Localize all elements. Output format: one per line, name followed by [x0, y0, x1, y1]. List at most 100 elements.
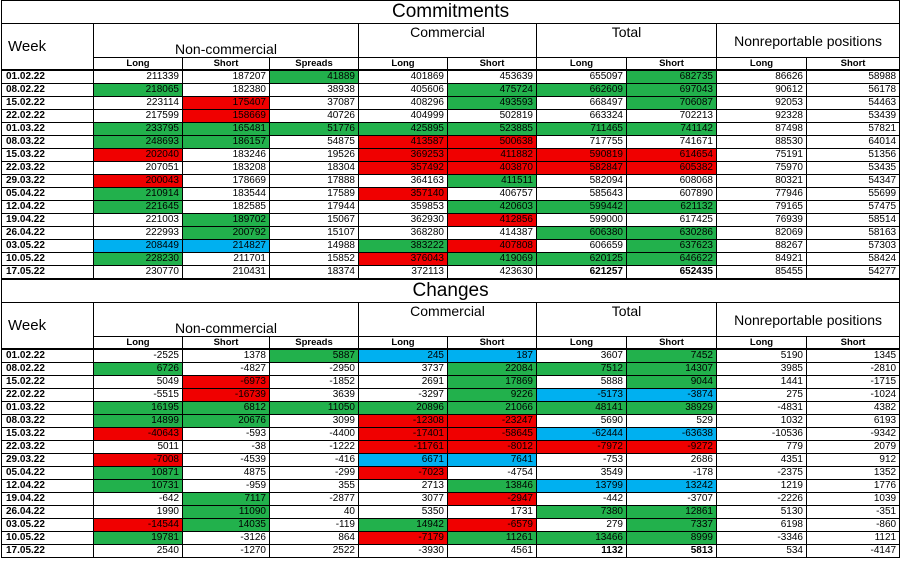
value-cell: 214827 — [182, 239, 270, 253]
value-cell: 413587 — [358, 135, 448, 149]
value-cell: -1024 — [805, 388, 900, 402]
week-cell: 15.03.22 — [1, 148, 94, 162]
table-row: 01.03.22 233795 165481 51776 425895 523885 711… — [1, 122, 900, 136]
value-cell: 14035 — [182, 518, 270, 532]
value-cell: -8012 — [447, 440, 537, 454]
value-cell: 2691 — [358, 375, 448, 389]
week-cell: 01.02.22 — [1, 348, 94, 363]
column-header: Long — [358, 57, 448, 71]
value-cell: 56178 — [805, 83, 900, 97]
column-header: Long — [536, 336, 627, 350]
value-cell: 208449 — [93, 239, 183, 253]
value-cell: 54277 — [805, 265, 900, 279]
value-cell: 493593 — [447, 96, 537, 110]
value-cell: 4382 — [805, 401, 900, 415]
value-cell: 14988 — [269, 239, 359, 253]
table-row: 26.04.22 1990 11090 40 5350 1731 7380 12861 5130… — [1, 505, 900, 519]
value-cell: 37087 — [269, 96, 359, 110]
value-cell: 529 — [626, 414, 717, 428]
value-cell: 599000 — [536, 213, 627, 227]
value-cell: 14307 — [626, 362, 717, 376]
value-cell: -7008 — [93, 453, 183, 467]
value-cell: 90612 — [716, 83, 807, 97]
table-row: 01.03.22 16195 6812 11050 20896 21066 48141 389… — [1, 401, 900, 415]
value-cell: 19781 — [93, 531, 183, 545]
value-cell: 1731 — [447, 505, 537, 519]
value-cell: 425895 — [358, 122, 448, 136]
value-cell: 706087 — [626, 96, 717, 110]
value-cell: 54463 — [805, 96, 900, 110]
value-cell: 165481 — [182, 122, 270, 136]
value-cell: 178669 — [182, 174, 270, 188]
value-cell: -959 — [182, 479, 270, 493]
value-cell: 275 — [716, 388, 807, 402]
value-cell: 18304 — [269, 161, 359, 175]
value-cell: 57475 — [805, 200, 900, 214]
value-cell: 5049 — [93, 375, 183, 389]
value-cell: 614654 — [626, 148, 717, 162]
value-cell: -11761 — [358, 440, 448, 454]
value-cell: 7117 — [182, 492, 270, 506]
value-cell: 6726 — [93, 362, 183, 376]
value-cell: 1032 — [716, 414, 807, 428]
value-cell: 376043 — [358, 252, 448, 266]
value-cell: 5350 — [358, 505, 448, 519]
table-row: 03.05.22 208449 214827 14988 383222 407808 606… — [1, 239, 900, 253]
table-row: 03.05.22 -14544 14035 -119 14942 -6579 279 7337… — [1, 518, 900, 532]
value-cell: 54347 — [805, 174, 900, 188]
value-cell: 87498 — [716, 122, 807, 136]
value-cell: 605382 — [626, 161, 717, 175]
value-cell: 248693 — [93, 135, 183, 149]
value-cell: 779 — [716, 440, 807, 454]
commitments-table: Commitments Week Non-commercial Commercial T… — [0, 0, 900, 279]
value-cell: 423630 — [447, 265, 537, 279]
value-cell: 4351 — [716, 453, 807, 467]
value-cell: 223114 — [93, 96, 183, 110]
value-cell: 64014 — [805, 135, 900, 149]
value-cell: 88267 — [716, 239, 807, 253]
value-cell: 355 — [269, 479, 359, 493]
value-cell: 189702 — [182, 213, 270, 227]
value-cell: 6193 — [805, 414, 900, 428]
value-cell: 15067 — [269, 213, 359, 227]
value-cell: 19526 — [269, 148, 359, 162]
value-cell: -3297 — [358, 388, 448, 402]
table-row: 08.02.22 6726 -4827 -2950 3737 22084 7512 14307… — [1, 362, 900, 376]
table-row: 15.03.22 202040 183246 19526 369253 411882 590… — [1, 148, 900, 162]
value-cell: 5813 — [626, 544, 717, 558]
value-cell: 183246 — [182, 148, 270, 162]
value-cell: 218065 — [93, 83, 183, 97]
value-cell: -4147 — [805, 544, 900, 558]
week-cell: 10.05.22 — [1, 531, 94, 545]
column-header: Short — [626, 57, 717, 71]
week-cell: 26.04.22 — [1, 505, 94, 519]
value-cell: 211701 — [182, 252, 270, 266]
value-cell: -4831 — [716, 401, 807, 415]
value-cell: 21066 — [447, 401, 537, 415]
week-cell: 05.04.22 — [1, 187, 94, 201]
week-cell: 03.05.22 — [1, 239, 94, 253]
week-cell: 08.02.22 — [1, 83, 94, 97]
value-cell: 412856 — [447, 213, 537, 227]
week-cell: 19.04.22 — [1, 492, 94, 506]
group-header: Nonreportable positions — [715, 302, 900, 337]
value-cell: 646622 — [626, 252, 717, 266]
group-header: Non-commercial — [93, 23, 359, 58]
value-cell: 22084 — [447, 362, 537, 376]
value-cell: 17869 — [447, 375, 537, 389]
value-cell: 630286 — [626, 226, 717, 240]
value-cell: 84921 — [716, 252, 807, 266]
value-cell: 228230 — [93, 252, 183, 266]
value-cell: 38929 — [626, 401, 717, 415]
column-header: Short — [182, 57, 270, 71]
week-cell: 05.04.22 — [1, 466, 94, 480]
column-header: Long — [716, 57, 807, 71]
value-cell: -7972 — [536, 440, 627, 454]
value-cell: 57303 — [805, 239, 900, 253]
week-header: Week — [1, 302, 94, 350]
value-cell: 359853 — [358, 200, 448, 214]
value-cell: -3930 — [358, 544, 448, 558]
table-row: 10.05.22 228230 211701 15852 376043 419069 620… — [1, 252, 900, 266]
value-cell: -4539 — [182, 453, 270, 467]
value-cell: 475724 — [447, 83, 537, 97]
